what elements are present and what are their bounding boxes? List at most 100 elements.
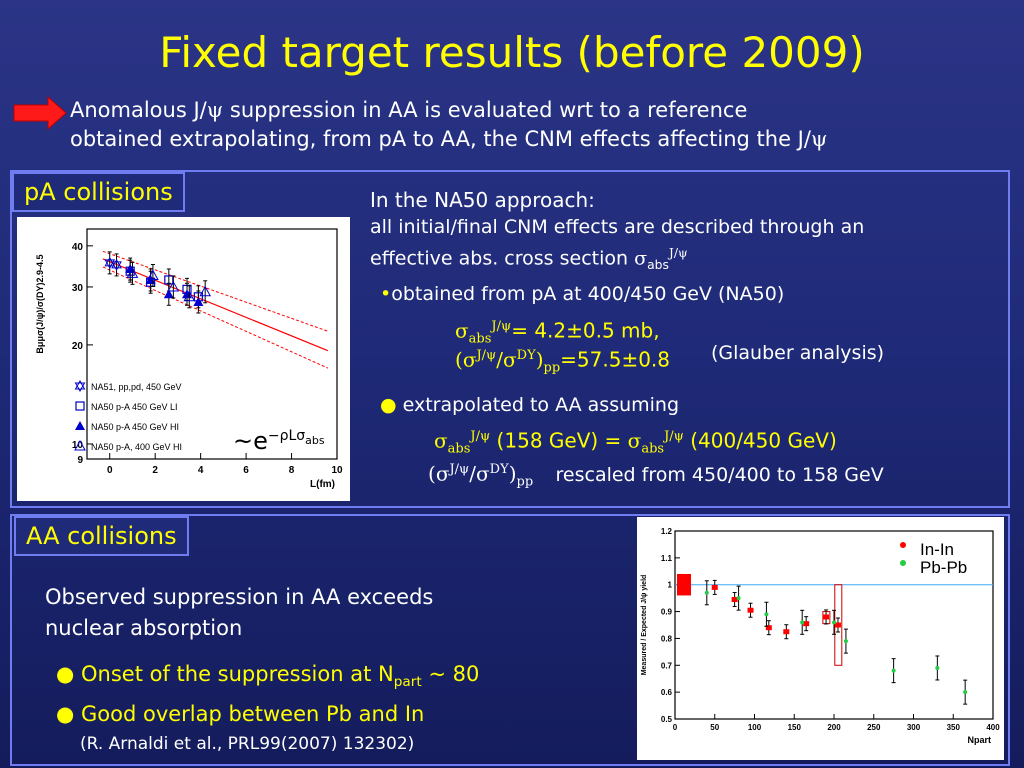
aa-ytick-label: 0.5 — [661, 715, 673, 724]
pa-chart: 0 2 4 6 8 10910203040L(fm)Bμμσ(J/ψ)/σ(DY)2.9-… — [35, 228, 343, 490]
aa-data-point — [800, 620, 805, 625]
aa-xtick-label: 150 — [788, 723, 802, 732]
bullet-dot: • — [380, 283, 392, 305]
bullet-obtained: •obtained from pA at 400/450 GeV (NA50) — [380, 283, 785, 305]
bullet-extrapolated: ● extrapolated to AA assuming — [380, 394, 680, 416]
aa-xtick-label: 200 — [827, 723, 841, 732]
aa-xaxis-label: Npart — [967, 735, 991, 745]
pa-xtick-label: 4 — [198, 465, 204, 476]
pa-xtick-label: 8 — [289, 465, 295, 476]
reference-citation: (R. Arnaldi et al., PRL99(2007) 132302) — [80, 734, 415, 754]
pa-data-point — [199, 285, 212, 297]
pa-legend-marker — [75, 401, 85, 411]
aa-plot-panel: 0 50 100 150 200 250 300 350 400 0.5 0.6 0.7 0.8 0.9 1… — [637, 517, 1004, 760]
aa-ytick-label: 1.2 — [661, 527, 673, 536]
intro-text: Anomalous J/ψ suppression in AA is evalu… — [70, 96, 1020, 154]
pa-xtick-label: 6 — [243, 465, 249, 476]
ratio-value: (σJ/ψ/σDY)pp=57.5±0.8 — [455, 347, 671, 376]
pa-legend-label: NA50 p-A 450 GeV LI — [91, 402, 178, 412]
aa-data-point — [711, 584, 718, 590]
aa-data-point — [731, 596, 738, 602]
aa-yaxis-label: Measured / Expected J/ψ yield — [641, 575, 648, 676]
aa-data-point — [736, 596, 741, 601]
pa-section-label: pA collisions — [12, 172, 185, 212]
pa-xtick-label: 10 — [331, 465, 343, 476]
pa-data-point — [163, 289, 174, 299]
intro-line-1: Anomalous J/ψ suppression in AA is evalu… — [70, 98, 748, 122]
aa-ytick-label: 0.9 — [661, 608, 673, 617]
aa-data-point — [803, 621, 810, 627]
pa-legend-marker — [74, 382, 86, 393]
pa-fit-line — [102, 258, 329, 352]
pa-legend-label: NA51, pp,pd, 450 GeV — [91, 382, 182, 392]
aa-section-label: AA collisions — [14, 516, 189, 556]
aa-ytick-label: 1 — [668, 581, 673, 590]
na50-heading: In the NA50 approach: — [370, 188, 595, 212]
slide-title: Fixed target results (before 2009) — [159, 28, 865, 77]
aa-data-point — [935, 665, 940, 670]
pa-data-point — [193, 297, 204, 307]
aa-legend-label: Pb-Pb — [920, 558, 967, 577]
aa-xtick-label: 100 — [748, 723, 762, 732]
absorption-formula: ~e−ρLσabs — [233, 427, 325, 455]
glauber-note: (Glauber analysis) — [711, 342, 885, 364]
aa-legend-marker — [900, 560, 906, 566]
pa-xtick-label: 0 — [107, 465, 113, 476]
aa-data-point — [891, 668, 896, 673]
aa-data-point — [783, 629, 790, 635]
aa-normalization-box — [677, 573, 691, 596]
aa-legend-marker — [900, 542, 906, 548]
aa-legend-label: In-In — [920, 540, 954, 559]
aa-xtick-label: 300 — [907, 723, 921, 732]
pa-ytick-label: 30 — [72, 283, 84, 294]
aa-data-point — [704, 590, 709, 595]
pa-ytick-label: 9 — [77, 455, 83, 466]
intro-line-2: obtained extrapolating, from pA to AA, t… — [70, 127, 828, 151]
aa-data-point — [765, 625, 772, 631]
rescaled-line: (σJ/ψ/σDY)pp rescaled from 450/400 to 15… — [428, 461, 884, 490]
pa-fit-band-upper — [102, 250, 329, 332]
pa-panel — [10, 170, 1010, 508]
aa-ytick-label: 0.7 — [661, 661, 673, 670]
pa-data-point — [147, 269, 159, 281]
aa-xtick-label: 400 — [986, 723, 1000, 732]
aa-data-point — [747, 607, 754, 613]
aa-bullet-overlap: ● Good overlap between Pb and In — [56, 702, 425, 727]
pa-legend-label: NA50 p-A, 400 GeV HI — [91, 442, 182, 452]
aa-panel — [10, 514, 1010, 766]
aa-xtick-label: 250 — [867, 723, 881, 732]
aa-xtick-label: 350 — [947, 723, 961, 732]
pa-fit-band-lower — [102, 266, 329, 369]
pa-xaxis-label: L(fm) — [310, 479, 335, 490]
aa-data-point — [823, 614, 830, 620]
aa-ytick-label: 1.1 — [661, 554, 673, 563]
aa-data-point — [843, 639, 848, 644]
pa-data-point — [126, 267, 139, 278]
pa-data-point — [104, 259, 116, 269]
pa-legend-marker — [74, 379, 86, 390]
pa-data-point — [111, 258, 122, 269]
aa-data-point — [832, 620, 836, 625]
aa-chart: 0 50 100 150 200 250 300 350 400 0.5 0.6 0.7 0.8 0.9 1… — [641, 527, 1000, 745]
aa-data-point — [963, 690, 968, 695]
aa-bullets: ● Onset of the suppression at Npart ~ 80… — [56, 658, 479, 730]
pa-yaxis-label: Bμμσ(J/ψ)/σ(DY)2.9-4.5 — [35, 254, 45, 353]
pa-plot-panel: 0 2 4 6 8 10 9 10 20 30 40 L(fm) Bμμσ(J/ψ)/σ(DY)2.9-… — [17, 217, 350, 501]
aa-bullet-onset: ● Onset of the suppression at Npart ~ 80 — [56, 662, 480, 691]
aa-ytick-label: 0.8 — [661, 634, 673, 643]
pa-ytick-label: 40 — [72, 242, 84, 253]
pa-plot-frame — [86, 228, 338, 460]
pa-data-point — [111, 261, 122, 271]
aa-data-point — [764, 612, 769, 617]
aa-xtick-label: 0 — [673, 723, 678, 732]
pa-data-point — [183, 290, 196, 302]
aa-observation: Observed suppression in AA exceeds nucle… — [45, 585, 434, 640]
aa-data-point — [834, 622, 841, 628]
pa-data-point — [167, 280, 180, 292]
aa-ytick-label: 0.6 — [661, 688, 673, 697]
sigma-abs-value: σabsJ/ψ= 4.2±0.5 mb, — [455, 318, 660, 347]
pa-legend-marker — [75, 421, 85, 430]
pa-legend-label: NA50 p-A 450 GeV HI — [91, 422, 179, 432]
red-arrow-icon — [13, 96, 67, 130]
aa-xtick-label: 50 — [710, 723, 719, 732]
